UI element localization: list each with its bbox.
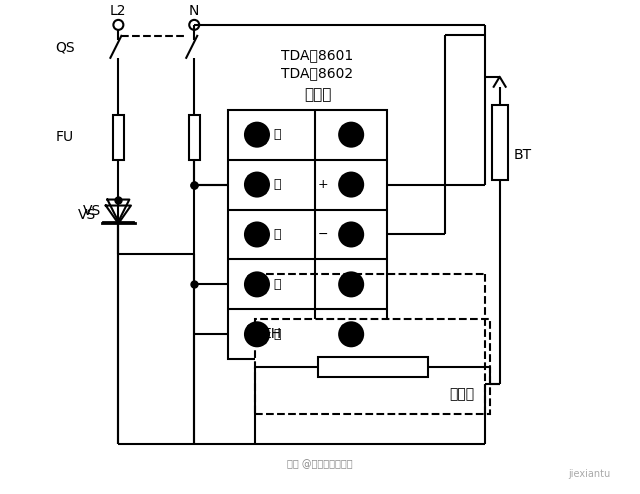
Bar bbox=[318, 357, 428, 377]
Circle shape bbox=[339, 123, 363, 147]
Text: L2: L2 bbox=[110, 4, 127, 18]
Text: VS: VS bbox=[77, 207, 96, 221]
Text: 接线板: 接线板 bbox=[304, 87, 331, 102]
Bar bbox=[492, 105, 508, 180]
Text: FU: FU bbox=[56, 130, 74, 144]
Text: QS: QS bbox=[56, 41, 75, 55]
Circle shape bbox=[245, 322, 269, 346]
Text: 相: 相 bbox=[273, 328, 280, 341]
Text: VS: VS bbox=[83, 204, 101, 217]
Circle shape bbox=[245, 272, 269, 296]
Text: 中: 中 bbox=[273, 278, 280, 291]
Circle shape bbox=[339, 272, 363, 296]
Circle shape bbox=[245, 172, 269, 197]
Text: 高: 高 bbox=[273, 128, 280, 141]
Bar bbox=[255, 319, 490, 414]
Text: +: + bbox=[317, 178, 328, 191]
Text: jiexiantu: jiexiantu bbox=[568, 469, 611, 479]
Text: 控温炉: 控温炉 bbox=[450, 387, 475, 401]
Circle shape bbox=[339, 222, 363, 247]
Bar bbox=[228, 110, 387, 359]
Text: 头条 @机械通智能制造: 头条 @机械通智能制造 bbox=[287, 459, 353, 469]
Text: TDA－8601: TDA－8601 bbox=[282, 48, 354, 62]
Circle shape bbox=[245, 222, 269, 247]
Text: TDA－8602: TDA－8602 bbox=[282, 66, 353, 80]
Circle shape bbox=[339, 322, 363, 346]
Text: EH: EH bbox=[263, 328, 282, 341]
Text: 总: 总 bbox=[273, 178, 280, 191]
Circle shape bbox=[339, 172, 363, 197]
Bar bbox=[189, 115, 200, 160]
Bar bbox=[113, 115, 124, 160]
Text: 低: 低 bbox=[273, 228, 280, 241]
Text: N: N bbox=[189, 4, 200, 18]
Circle shape bbox=[245, 123, 269, 147]
Text: −: − bbox=[317, 228, 328, 241]
Text: BT: BT bbox=[514, 148, 532, 162]
